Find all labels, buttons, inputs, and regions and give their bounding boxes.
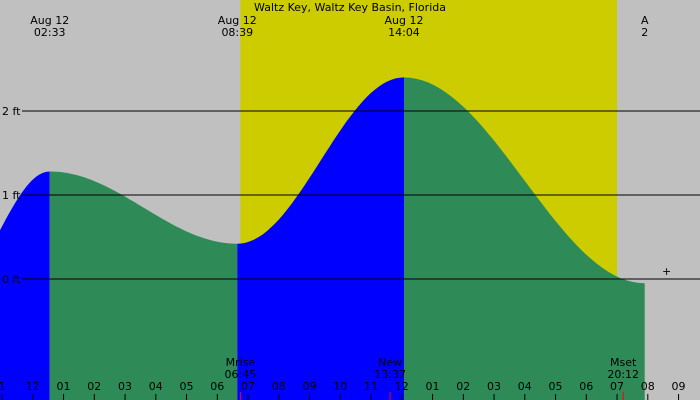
extreme-date-label: Aug 12 xyxy=(384,14,423,27)
cursor-marker: + xyxy=(662,265,671,278)
chart-title: Waltz Key, Waltz Key Basin, Florida xyxy=(254,1,446,14)
moon-event-label: Mset xyxy=(610,356,637,369)
x-tick-label: 07 xyxy=(610,380,624,393)
y-tick-label: 1 ft xyxy=(2,189,21,202)
x-tick-label: 01 xyxy=(426,380,440,393)
x-tick-label: 12 xyxy=(26,380,40,393)
extreme-date-label: Aug 12 xyxy=(218,14,257,27)
grid-lines xyxy=(22,110,700,280)
extreme-time-label: 2 xyxy=(641,26,648,39)
x-tick-label: 03 xyxy=(487,380,501,393)
x-tick-label: 01 xyxy=(57,380,71,393)
x-tick-label: 02 xyxy=(456,380,470,393)
x-tick-label: 10 xyxy=(333,380,347,393)
x-tick-label: 04 xyxy=(518,380,532,393)
extreme-time-label: 08:39 xyxy=(221,26,253,39)
tide-fills xyxy=(0,77,645,400)
x-tick-label: 1 xyxy=(0,380,6,393)
extreme-time-label: 02:33 xyxy=(34,26,66,39)
x-tick-label: 08 xyxy=(272,380,286,393)
moon-event-time: 13:37 xyxy=(374,368,406,381)
falling-tide-area xyxy=(49,171,238,400)
x-tick-label: 09 xyxy=(303,380,317,393)
y-tick-label: 0 ft xyxy=(2,273,21,286)
rising-tide-area xyxy=(0,171,50,400)
extreme-time-label: 14:04 xyxy=(388,26,420,39)
moon-event-label: New xyxy=(378,356,402,369)
y-tick-label: 2 ft xyxy=(2,105,21,118)
x-tick-label: 02 xyxy=(87,380,101,393)
y-axis-ticks: 0 ft 1 ft 2 ft xyxy=(2,105,21,286)
x-axis-ticks: 1 12 01 02 03 04 05 06 07 08 09 10 11 12 01 02 03 04 05 06 0… xyxy=(0,380,686,400)
x-tick-label: 12 xyxy=(395,380,409,393)
x-tick-label: 04 xyxy=(149,380,163,393)
rising-tide-area xyxy=(237,77,404,400)
extreme-date-label: A xyxy=(641,14,649,27)
x-tick-label: 11 xyxy=(364,380,378,393)
x-tick-label: 08 xyxy=(641,380,655,393)
x-tick-label: 06 xyxy=(210,380,224,393)
moon-event-time: 20:12 xyxy=(607,368,639,381)
x-tick-label: 06 xyxy=(579,380,593,393)
extreme-date-label: Aug 12 xyxy=(30,14,69,27)
moon-event-label: Mrise xyxy=(226,356,256,369)
x-tick-label: 03 xyxy=(118,380,132,393)
x-tick-label: 09 xyxy=(672,380,686,393)
x-tick-label: 05 xyxy=(549,380,563,393)
x-tick-label: 05 xyxy=(180,380,194,393)
moon-event-time: 06:45 xyxy=(225,368,257,381)
x-tick-label: 07 xyxy=(241,380,255,393)
falling-tide-area xyxy=(404,77,645,400)
